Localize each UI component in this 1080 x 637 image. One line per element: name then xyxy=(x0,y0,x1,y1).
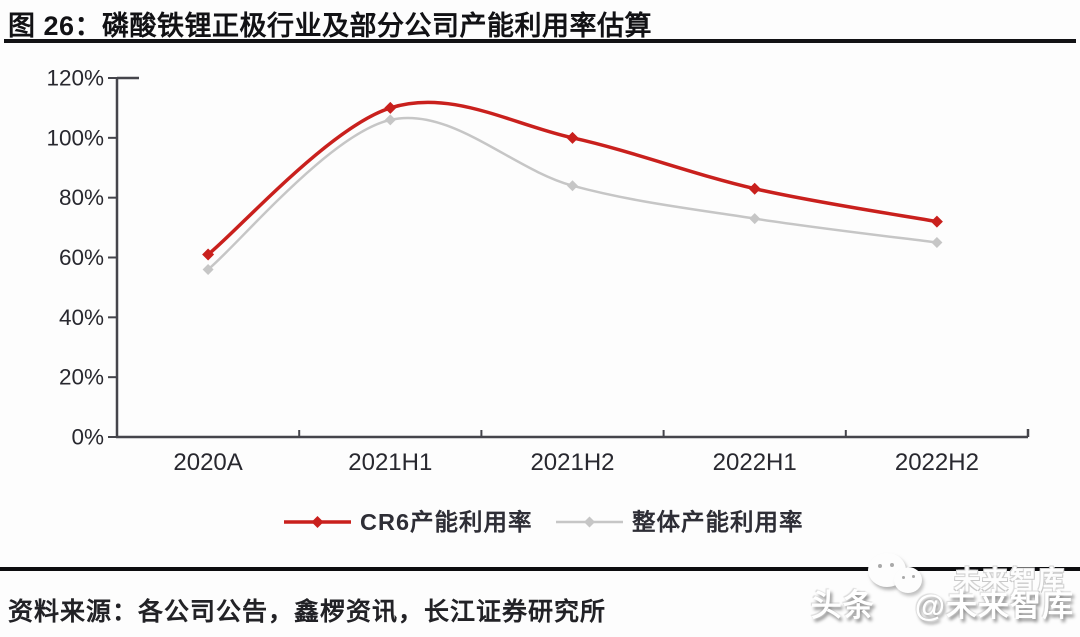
series-marker-0 xyxy=(930,215,943,228)
wechat-eye xyxy=(890,563,894,567)
wechat-eye xyxy=(902,576,905,579)
x-tick-label: 2022H1 xyxy=(713,449,797,476)
x-tick-label: 2020A xyxy=(173,449,242,476)
series-marker-1 xyxy=(384,114,396,126)
series-marker-0 xyxy=(748,182,761,195)
y-tick-label: 120% xyxy=(46,66,104,91)
x-tick-label: 2022H2 xyxy=(895,449,979,476)
footer-rule xyxy=(0,567,1080,571)
series-marker-1 xyxy=(931,237,943,249)
watermark-prefix: 头条 xyxy=(810,588,875,623)
series-line-1 xyxy=(206,116,939,271)
wechat-eye xyxy=(912,575,915,578)
series-line-0 xyxy=(206,100,939,257)
series-marker-1 xyxy=(567,180,578,192)
chart-plot: 0% 20% 40% 60% 80% 100% 120% 2020A 2021H1 2021H2 2… xyxy=(46,66,1030,476)
legend-label-0: CR6产能利用率 xyxy=(360,508,533,535)
legend-marker-0 xyxy=(311,516,324,528)
y-tick-label: 20% xyxy=(59,365,104,390)
y-tick-label: 0% xyxy=(71,425,104,450)
watermark-suffix: @未来智库 xyxy=(914,588,1074,623)
watermark-text: 头条 @未来智库 xyxy=(811,580,1074,625)
legend-item-1: 整体产能利用率 xyxy=(556,508,804,535)
legend-label-1: 整体产能利用率 xyxy=(632,508,804,535)
x-tick-label: 2021H2 xyxy=(530,449,614,476)
series-marker-0 xyxy=(202,248,215,261)
wechat-eye xyxy=(878,564,882,568)
figure-title: 图 26：磷酸铁锂正极行业及部分公司产能利用率估算 xyxy=(8,11,653,41)
source-text: 资料来源：各公司公告，鑫椤资讯，长江证券研究所 xyxy=(8,598,607,626)
y-tick-label: 100% xyxy=(46,125,104,150)
y-tick-label: 60% xyxy=(59,245,104,270)
watermark-ghost-text: 未来智库 xyxy=(953,565,1066,595)
x-tick-label: 2021H1 xyxy=(348,449,432,476)
series-marker-1 xyxy=(749,213,761,225)
series-marker-0 xyxy=(384,101,397,114)
legend-marker-1 xyxy=(584,516,595,528)
series-marker-0 xyxy=(566,131,579,144)
watermark: 未来智库 头条 @未来智库 xyxy=(811,548,1080,633)
legend-item-0: CR6产能利用率 xyxy=(284,508,533,535)
series-marker-1 xyxy=(202,263,214,275)
chart-legend: CR6产能利用率 整体产能利用率 xyxy=(284,508,804,535)
y-tick-label: 80% xyxy=(59,185,104,210)
wechat-bubble-small xyxy=(894,567,922,593)
title-rule xyxy=(4,39,1076,43)
wechat-icon xyxy=(868,553,932,605)
y-tick-label: 40% xyxy=(59,305,104,330)
